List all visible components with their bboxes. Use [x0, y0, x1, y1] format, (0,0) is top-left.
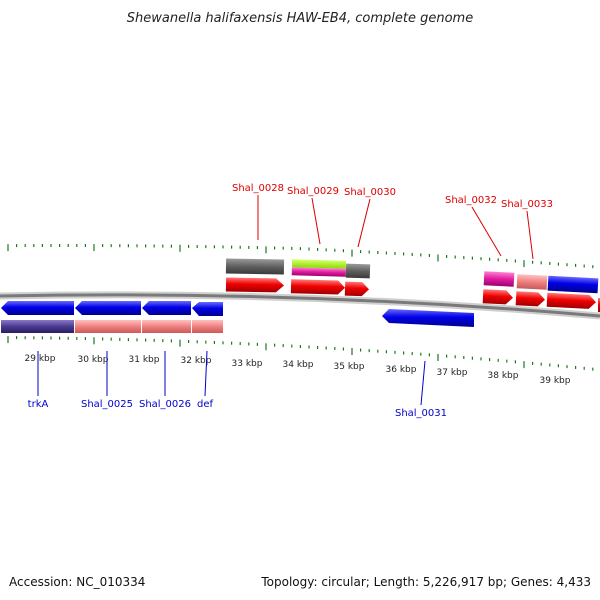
leader-shal0031	[420, 360, 426, 406]
gene-box-shal0026-cog[interactable]	[142, 320, 191, 333]
scale-label: 32 kbp	[181, 356, 212, 366]
scale-label: 36 kbp	[386, 365, 417, 375]
leader-shal0032	[471, 206, 502, 257]
gene-box-shal0029-cog-lime[interactable]	[291, 259, 347, 269]
gene-labels-bottom: trkA Shal_0025 Shal_0026 def Shal_0031	[28, 350, 447, 419]
cog-track-top	[225, 258, 599, 294]
gene-box-next-cog[interactable]	[547, 275, 599, 294]
scale-label: 29 kbp	[25, 354, 56, 364]
gene-box-def-cog[interactable]	[192, 320, 223, 333]
scale-label: 38 kbp	[488, 371, 519, 381]
scale-label: 39 kbp	[540, 376, 571, 386]
gene-box-shal0033-cog[interactable]	[516, 274, 548, 290]
label-trka[interactable]: trkA	[28, 399, 49, 410]
label-shal0026[interactable]: Shal_0026	[139, 399, 191, 410]
cog-track-bottom	[1, 320, 223, 333]
outer-scale-ticks	[7, 244, 594, 269]
reverse-strand-track	[1, 301, 474, 327]
scale-label: 33 kbp	[232, 359, 263, 369]
scale-label: 30 kbp	[78, 355, 109, 365]
scale-label: 37 kbp	[437, 368, 468, 378]
gene-box-shal0029-cog-magenta[interactable]	[291, 267, 346, 277]
label-shal0032[interactable]: Shal_0032	[445, 195, 497, 206]
label-shal0033[interactable]: Shal_0033	[501, 199, 553, 210]
gene-arrow-shal0030[interactable]	[344, 281, 369, 297]
gene-arrow-def[interactable]	[192, 302, 223, 316]
gene-arrow-shal0026[interactable]	[142, 301, 191, 315]
inner-scale-ticks	[7, 336, 594, 371]
label-shal0031[interactable]: Shal_0031	[395, 408, 447, 419]
map-title: Shewanella halifaxensis HAW-EB4, complet…	[127, 11, 473, 26]
gene-labels-top: Shal_0028 Shal_0029 Shal_0030 Shal_0032 …	[232, 183, 553, 260]
forward-strand-track	[225, 277, 600, 312]
leader-shal0033	[526, 210, 534, 260]
gene-arrow-trka[interactable]	[1, 301, 74, 315]
gene-arrow-shal0031[interactable]	[382, 309, 474, 327]
scale-label: 34 kbp	[283, 360, 314, 370]
leader-def	[204, 350, 208, 397]
gene-box-shal0025-cog[interactable]	[75, 320, 141, 333]
label-shal0030[interactable]: Shal_0030	[344, 187, 396, 198]
scale-label: 35 kbp	[334, 362, 365, 372]
leader-shal0030	[357, 198, 371, 248]
gene-arrow-shal0032[interactable]	[482, 289, 514, 305]
genome-backbone-core	[0, 293, 600, 318]
label-shal0025[interactable]: Shal_0025	[81, 399, 133, 410]
gene-box-shal0030-cog[interactable]	[345, 263, 371, 279]
genome-summary-text: Topology: circular; Length: 5,226,917 bp…	[260, 575, 591, 589]
scale-label: 31 kbp	[129, 355, 160, 365]
accession-text: Accession: NC_010334	[9, 575, 145, 589]
scale-labels: 29 kbp 30 kbp 31 kbp 32 kbp 33 kbp 34 kbp 35 k…	[25, 354, 571, 386]
gene-box-shal0028-cog[interactable]	[225, 258, 285, 275]
label-shal0029[interactable]: Shal_0029	[287, 186, 339, 197]
gene-arrow-shal0029[interactable]	[290, 279, 345, 295]
leader-shal0029	[311, 197, 321, 245]
gene-box-trka-cog[interactable]	[1, 320, 74, 333]
gene-arrow-shal0025[interactable]	[75, 301, 141, 315]
label-shal0028[interactable]: Shal_0028	[232, 183, 284, 194]
gene-arrow-next[interactable]	[546, 292, 597, 310]
label-def[interactable]: def	[197, 399, 214, 410]
gene-box-shal0032-cog[interactable]	[483, 271, 515, 287]
gene-arrow-shal0033[interactable]	[515, 291, 546, 307]
gene-arrow-shal0028[interactable]	[225, 277, 284, 293]
